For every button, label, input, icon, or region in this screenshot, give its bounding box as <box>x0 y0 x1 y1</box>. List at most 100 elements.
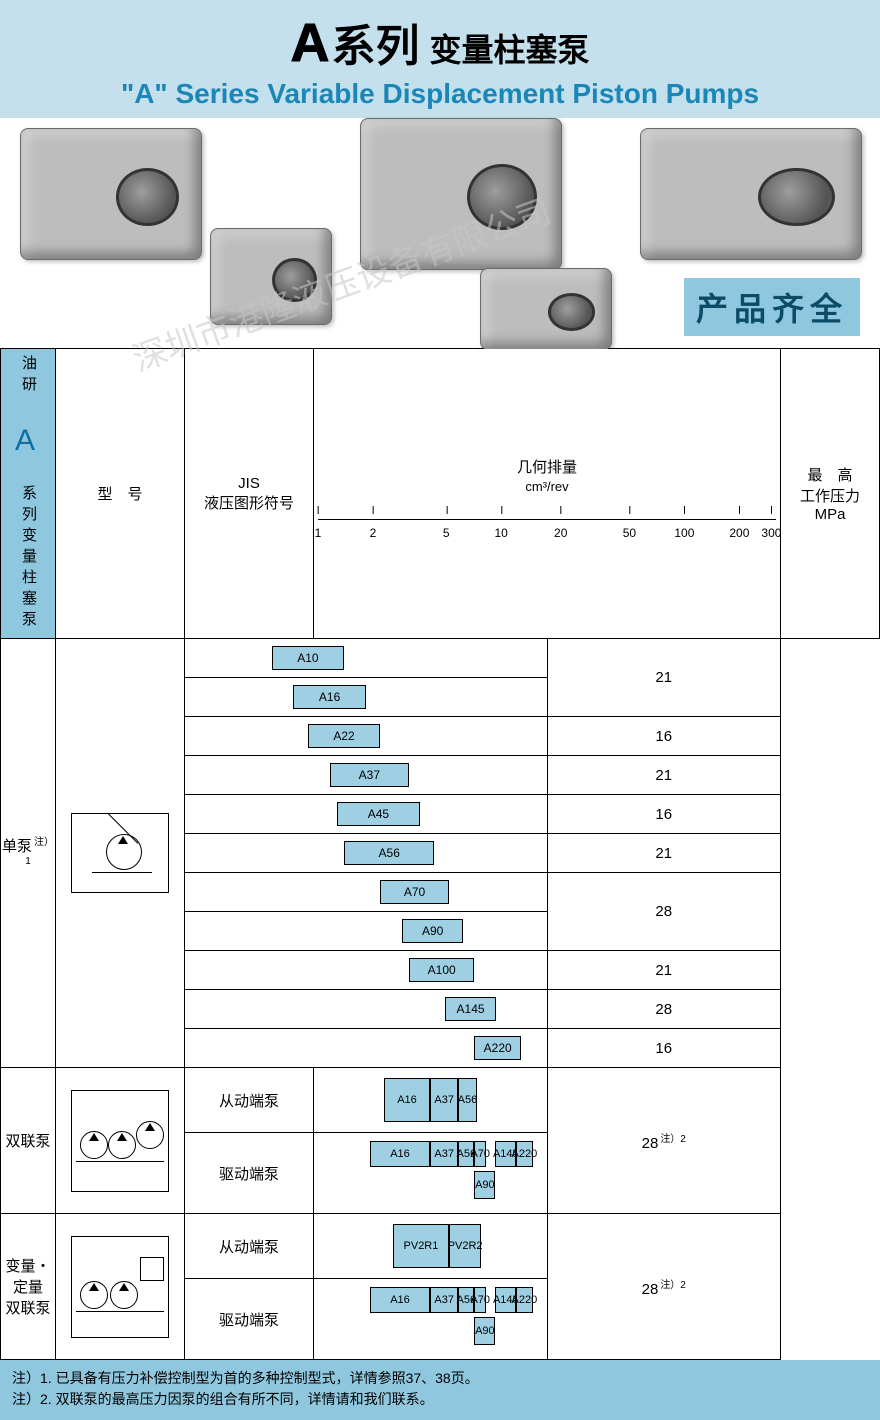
mpa-cell: 16 <box>547 717 781 756</box>
axis-unit: cm³/rev <box>318 479 776 494</box>
range-bar: A37 <box>430 1141 458 1167</box>
chart-cell: A56 <box>185 834 548 873</box>
head-displacement: 几何排量 cm³/rev 125102050100200300 <box>314 349 781 639</box>
range-bar: A37 <box>330 763 410 787</box>
footnote-1: 注）1. 已具备有压力补偿控制型为首的多种控制型式，详情参照37、38页。 <box>12 1368 868 1389</box>
single-label: 单泵 <box>2 838 32 855</box>
range-bar: A100 <box>409 958 474 982</box>
range-bar: A16 <box>370 1287 430 1313</box>
side-label-accent: A <box>15 424 41 458</box>
footnote-2: 注）2. 双联泵的最高压力因泵的组合有所不同，详情请和我们联系。 <box>12 1389 868 1410</box>
footnotes: 注）1. 已具备有压力补偿控制型为首的多种控制型式，详情参照37、38页。 注）… <box>0 1360 880 1420</box>
range-bar: A45 <box>337 802 420 826</box>
range-bar: A56 <box>458 1078 477 1122</box>
chart-cell: A90 <box>185 912 548 951</box>
pump-photo <box>20 128 202 260</box>
range-bar: PV2R1 <box>393 1224 449 1268</box>
range-bar: A220 <box>474 1036 521 1060</box>
axis-title: 几何排量 <box>318 448 776 477</box>
range-bar: A145 <box>445 997 496 1021</box>
chart-cell: A37 <box>185 756 548 795</box>
product-photo-strip: 深圳市港隆液压设备有限公司 产品齐全 <box>0 118 880 348</box>
mpa-cell: 21 <box>547 639 781 717</box>
range-bar: A70 <box>474 1287 486 1313</box>
chart-cell: A45 <box>185 795 548 834</box>
head-symbol-l1: JIS <box>189 475 309 492</box>
symbol-single <box>56 639 185 1068</box>
range-bar: A90 <box>474 1171 495 1199</box>
head-mpa-l1: 最 高 <box>785 464 875 485</box>
pump-photo <box>210 228 332 325</box>
chart-cell: A16 <box>185 678 548 717</box>
range-bar: A16 <box>370 1141 430 1167</box>
axis-tick: 200 <box>729 526 749 540</box>
sublabel-driven: 从动端泵 <box>185 1068 314 1133</box>
product-complete-badge: 产品齐全 <box>684 278 860 336</box>
mpa-cell: 16 <box>547 1029 781 1068</box>
mpa-varfix: 28注）2 <box>547 1214 781 1360</box>
axis-tick: 100 <box>674 526 694 540</box>
range-bar: A37 <box>430 1287 458 1313</box>
logo-letter: A <box>290 12 327 74</box>
side-category-label: 油研 A 系列变量柱塞泵 <box>1 349 56 639</box>
pump-photo <box>640 128 862 260</box>
chart-cell: A10 <box>185 639 548 678</box>
range-bar: A220 <box>516 1141 532 1167</box>
mpa-cell: 28 <box>547 873 781 951</box>
mpa-cell: 21 <box>547 756 781 795</box>
mpa-varfix-val: 28 <box>642 1281 659 1298</box>
mpa-cell: 21 <box>547 834 781 873</box>
mpa-cell: 28 <box>547 990 781 1029</box>
range-bar: A22 <box>308 724 380 748</box>
row-label-varfix: 变量・定量 双联泵 <box>1 1214 56 1360</box>
title-pump-cn: 变量柱塞泵 <box>429 25 589 71</box>
row-label-double: 双联泵 <box>1 1068 56 1214</box>
chart-cell: A22 <box>185 717 548 756</box>
sublabel-drive: 驱动端泵 <box>185 1133 314 1214</box>
header-band: A 系列 变量柱塞泵 "A" Series Variable Displacem… <box>0 0 880 118</box>
head-mpa: 最 高 工作压力 MPa <box>781 349 880 639</box>
axis-tick: 10 <box>495 526 508 540</box>
chart-cell: A145 <box>185 990 548 1029</box>
range-bar: A90 <box>474 1317 495 1345</box>
range-bar: PV2R2 <box>449 1224 482 1268</box>
mpa-cell: 16 <box>547 795 781 834</box>
spec-table: 油研 A 系列变量柱塞泵 型 号 JIS 液压图形符号 几何排量 cm³/rev… <box>0 348 880 1360</box>
title-series-cn: 系列 <box>331 10 419 74</box>
axis-tick: 20 <box>554 526 567 540</box>
axis-tick: 2 <box>370 526 377 540</box>
range-bar: A90 <box>402 919 463 943</box>
mpa-double: 28注）2 <box>547 1068 781 1214</box>
head-symbol: JIS 液压图形符号 <box>185 349 314 639</box>
sublabel-drive-vf: 驱动端泵 <box>185 1279 314 1360</box>
side-label-post: 系列变量柱塞泵 <box>20 485 37 632</box>
range-bar: A145 <box>495 1287 516 1313</box>
symbol-double <box>56 1068 185 1214</box>
mpa-double-note: 注）2 <box>660 1134 686 1145</box>
mpa-double-val: 28 <box>642 1135 659 1152</box>
row-label-single: 单泵注）1 <box>1 639 56 1068</box>
title-cn: A 系列 变量柱塞泵 <box>0 10 880 74</box>
chart-cell: A220 <box>185 1029 548 1068</box>
range-bar: A70 <box>380 880 449 904</box>
sublabel-driven-vf: 从动端泵 <box>185 1214 314 1279</box>
head-model: 型 号 <box>56 349 185 639</box>
pump-photo <box>480 268 612 350</box>
mpa-varfix-note: 注）2 <box>660 1280 686 1291</box>
title-en: "A" Series Variable Displacement Piston … <box>0 78 880 110</box>
chart-cell: A100 <box>185 951 548 990</box>
range-bar: A56 <box>344 841 434 865</box>
range-bar: A16 <box>384 1078 431 1122</box>
head-mpa-unit: MPa <box>785 506 875 523</box>
symbol-varfix <box>56 1214 185 1360</box>
side-label-pre: 油研 <box>20 355 37 397</box>
range-bar: A220 <box>516 1287 532 1313</box>
axis-tick: 1 <box>315 526 322 540</box>
axis-tick: 5 <box>443 526 450 540</box>
axis-tick: 300 <box>761 526 781 540</box>
chart-cell: A70 <box>185 873 548 912</box>
range-bar: A37 <box>430 1078 458 1122</box>
range-bar: A16 <box>293 685 365 709</box>
head-mpa-l2: 工作压力 <box>785 485 875 506</box>
mpa-cell: 21 <box>547 951 781 990</box>
